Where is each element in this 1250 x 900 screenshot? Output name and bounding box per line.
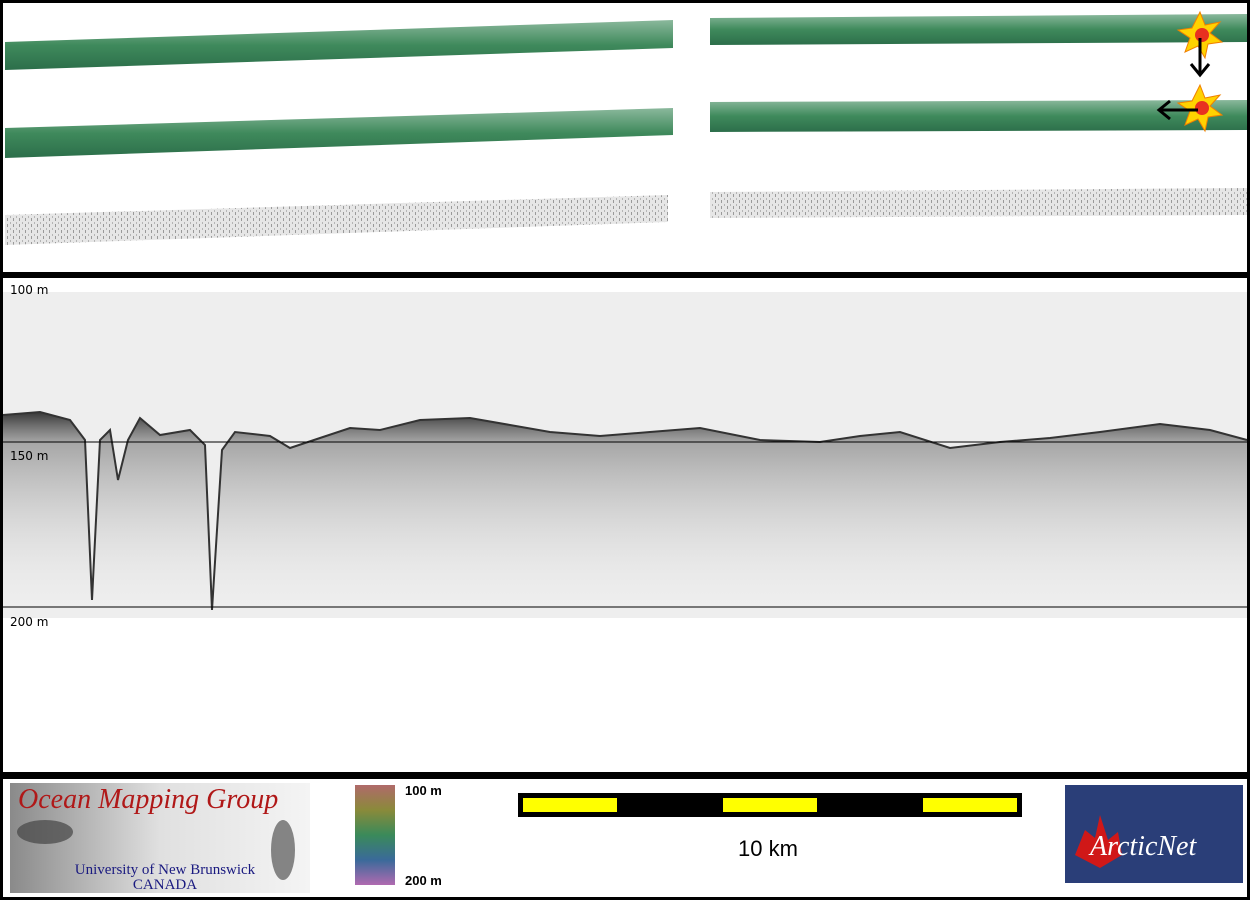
arcticnet-logo <box>1065 785 1243 883</box>
backscatter <box>710 188 1247 218</box>
logo-figure <box>17 820 73 844</box>
maple-leaf <box>1075 815 1122 868</box>
logo-country: CANADA <box>133 877 197 893</box>
seabed-line <box>2 410 1248 611</box>
sun-icon <box>1176 10 1224 78</box>
logo-title: Ocean Mapping Group <box>18 784 278 815</box>
scale-segment <box>923 798 1017 812</box>
swath <box>710 14 1247 45</box>
colorbar <box>355 785 395 885</box>
backscatter <box>5 195 668 245</box>
swath <box>5 108 673 158</box>
scale-label: 10 km <box>738 836 798 861</box>
scale-segment <box>723 798 817 812</box>
swath <box>5 20 673 70</box>
depth-label: 100 m <box>10 283 48 297</box>
depth-label: 150 m <box>10 449 48 463</box>
scale-segment <box>523 798 617 812</box>
depth-label: 200 m <box>10 615 48 629</box>
colorbar-label: 100 m <box>405 783 442 798</box>
logo-subtitle: University of New Brunswick <box>75 862 256 878</box>
swath <box>710 100 1247 132</box>
seabed-echo <box>3 412 1247 618</box>
logo-figure <box>271 820 295 880</box>
arcticnet-text: ArcticNet <box>1088 831 1197 862</box>
sun-icon <box>1156 83 1224 133</box>
colorbar-label: 200 m <box>405 873 442 888</box>
